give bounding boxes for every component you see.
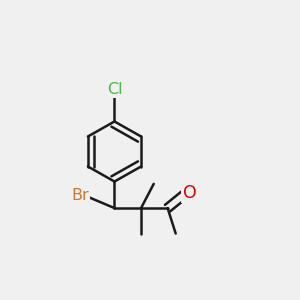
Text: O: O — [183, 184, 196, 202]
Text: Br: Br — [71, 188, 89, 203]
Text: Cl: Cl — [107, 82, 122, 97]
